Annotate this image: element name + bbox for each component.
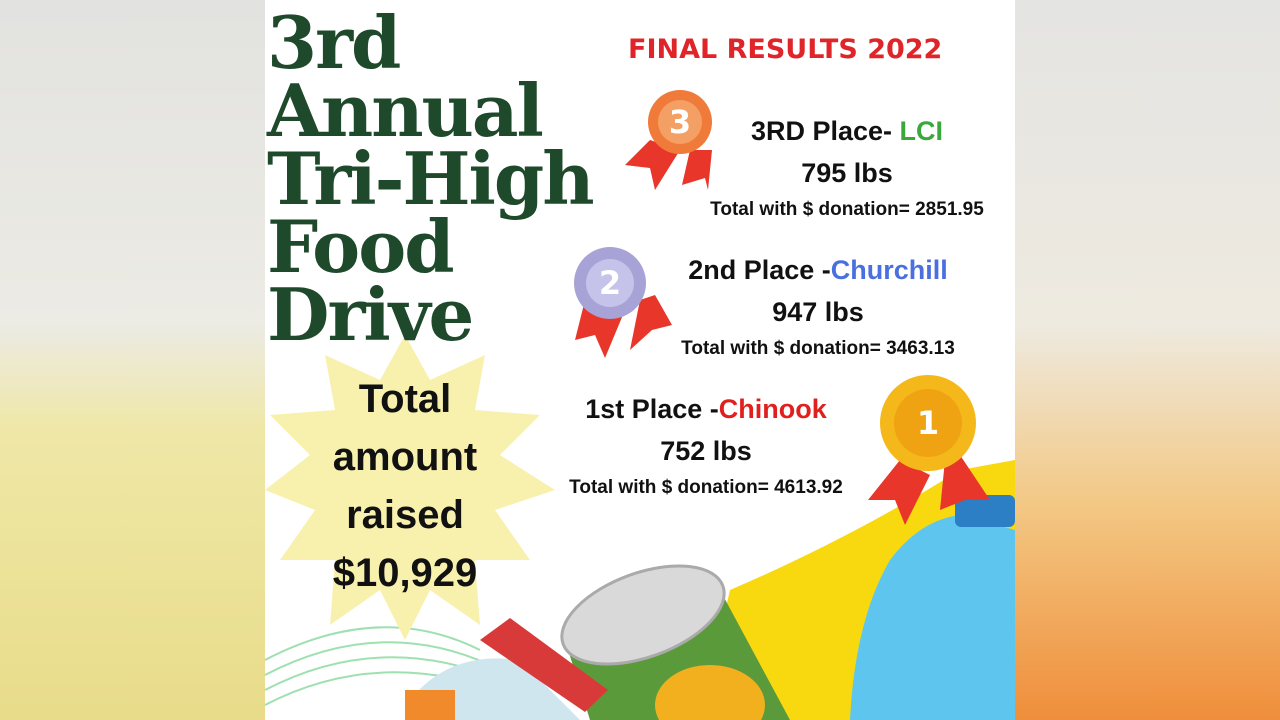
total-amount: $10,929 [333,551,478,595]
place-label: 1st Place -Chinook [585,394,828,424]
place-rank: 2nd Place - [688,255,831,285]
title-line: Food [267,204,453,289]
weight: 947 lbs [772,297,864,327]
school: Churchill [831,255,948,285]
bottle [850,495,1015,720]
starburst [265,335,555,640]
medal-1 [868,375,990,525]
blurred-side [0,0,265,720]
donation-total: Total with $ donation= 2851.95 [710,199,984,220]
place-label: 2nd Place -Churchill [688,255,948,285]
medal-3 [625,90,712,190]
school: Chinook [719,394,828,424]
wave-lines [264,626,511,706]
title-line: Drive [267,272,472,357]
place-label: 3RD Place- LCI [751,116,943,146]
total-line: amount [333,435,477,479]
title-line: Tri-High [267,136,593,221]
title-line: 3rd [267,0,400,85]
weight: 752 lbs [660,436,752,466]
medal-2 [574,247,672,358]
total-line: Total [359,377,452,421]
donation-total: Total with $ donation= 4613.92 [569,477,843,498]
jar [405,618,608,720]
donation-total: Total with $ donation= 3463.13 [681,338,955,359]
total-line: raised [346,493,464,537]
place-rank: 1st Place - [585,394,719,424]
weight: 795 lbs [801,158,893,188]
badge-number: 1 [917,404,939,442]
title-line: Annual [266,68,543,153]
badge-number: 2 [599,264,621,302]
school: LCI [900,116,944,146]
subtitle: FINAL RESULTS 2022 [628,34,942,65]
can [560,564,790,720]
place-rank: 3RD Place- [751,116,900,146]
badge-number: 3 [669,103,691,141]
blurred-side [1015,0,1280,720]
